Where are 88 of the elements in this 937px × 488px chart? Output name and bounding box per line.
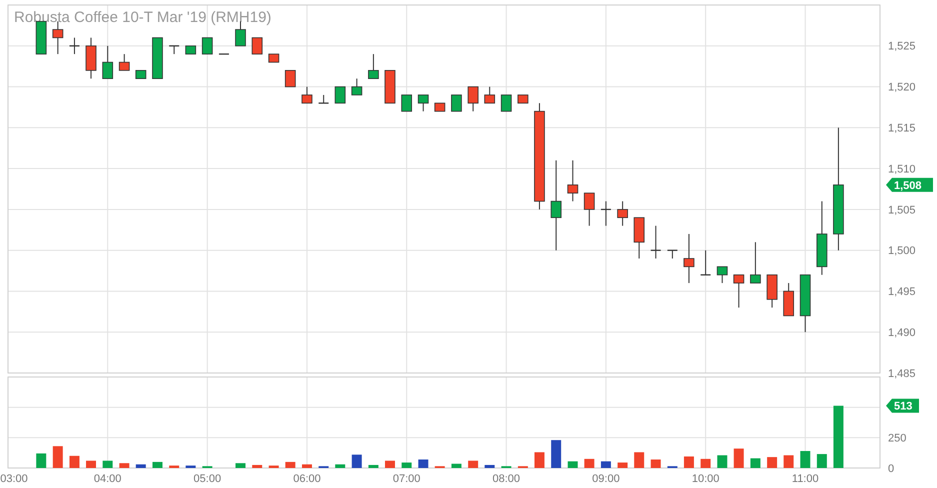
x-tick-label: 09:00 xyxy=(592,473,620,485)
bar xyxy=(402,462,412,468)
candlestick xyxy=(733,274,744,308)
chart-title: Robusta Coffee 10-T Mar '19 (RMH19) xyxy=(14,9,272,26)
candlestick xyxy=(302,86,312,104)
candlestick xyxy=(468,86,478,112)
bar xyxy=(600,461,611,468)
x-tick-label: 08:00 xyxy=(492,473,520,485)
bar xyxy=(384,460,395,468)
candlestick xyxy=(102,45,114,80)
bar xyxy=(302,464,312,468)
bar xyxy=(86,460,96,468)
bar xyxy=(152,462,162,468)
bar xyxy=(750,458,760,468)
bar xyxy=(767,457,778,468)
candlestick xyxy=(451,94,462,112)
candlestick xyxy=(567,160,578,202)
bar xyxy=(551,440,562,468)
bar xyxy=(650,460,661,468)
bar xyxy=(717,455,728,468)
bar xyxy=(102,460,113,468)
bar xyxy=(816,454,827,468)
candlestick xyxy=(401,94,412,112)
bar xyxy=(468,460,478,468)
bar xyxy=(618,462,628,468)
candlestick xyxy=(484,86,496,104)
bar xyxy=(352,454,362,468)
bar xyxy=(236,463,246,468)
candlestick xyxy=(118,54,130,71)
y-tick-label: 1,510 xyxy=(888,163,916,176)
candlestick xyxy=(617,200,628,226)
bar xyxy=(634,452,644,468)
x-tick-label: 11:00 xyxy=(792,473,819,485)
candlestick xyxy=(584,192,595,226)
bar xyxy=(418,460,428,468)
bar xyxy=(119,463,130,468)
candlestick xyxy=(418,94,429,112)
candlestick xyxy=(500,94,512,112)
bar xyxy=(252,464,262,468)
candlestick xyxy=(252,37,263,54)
bar xyxy=(484,464,495,468)
bar xyxy=(833,406,844,468)
y-tick-label: 1,500 xyxy=(888,245,916,258)
candlestick xyxy=(202,37,213,54)
bar xyxy=(335,464,346,468)
bar xyxy=(52,446,63,468)
y-tick-label: 1,495 xyxy=(888,286,916,298)
y-tick-label: 1,520 xyxy=(888,82,916,94)
bar xyxy=(584,458,594,468)
candlestick xyxy=(351,78,362,96)
candlestick xyxy=(550,160,562,251)
x-tick-label: 10:00 xyxy=(692,473,720,485)
x-tick-label: 07:00 xyxy=(392,473,420,485)
bar xyxy=(36,453,46,468)
bar xyxy=(368,464,378,468)
bar xyxy=(136,464,146,468)
y-tick-label: 1,490 xyxy=(888,326,916,339)
y-tick-label: 1,505 xyxy=(888,204,916,216)
candlestick xyxy=(334,86,346,104)
bar xyxy=(800,451,810,468)
bar xyxy=(784,455,794,468)
x-tick-label: 03:00 xyxy=(0,473,28,485)
candlestick xyxy=(650,225,661,260)
candlestick xyxy=(716,266,728,284)
bar xyxy=(700,458,711,468)
text: 1,508 xyxy=(894,180,922,192)
bar xyxy=(684,456,694,468)
candlestick xyxy=(52,20,64,55)
candlestick xyxy=(684,233,694,284)
bar xyxy=(534,452,544,468)
candlestick xyxy=(284,70,296,88)
y-tick-label: 1,525 xyxy=(888,40,916,53)
y-tick-label: 250 xyxy=(888,432,906,445)
bar xyxy=(734,448,744,468)
candlestick xyxy=(750,242,761,284)
candlestick xyxy=(667,250,678,260)
bar xyxy=(568,461,578,468)
x-tick-label: 05:00 xyxy=(194,473,222,485)
y-tick-label: 0 xyxy=(888,462,894,475)
text: 513 xyxy=(894,400,912,413)
y-tick-label: 1,515 xyxy=(888,122,916,135)
y-tick-label: 1,485 xyxy=(888,368,916,380)
bar xyxy=(285,462,296,468)
x-tick-label: 06:00 xyxy=(293,473,321,485)
x-tick-label: 04:00 xyxy=(94,473,122,485)
candlestick xyxy=(368,54,379,80)
bar xyxy=(69,456,80,468)
bar xyxy=(451,464,462,468)
